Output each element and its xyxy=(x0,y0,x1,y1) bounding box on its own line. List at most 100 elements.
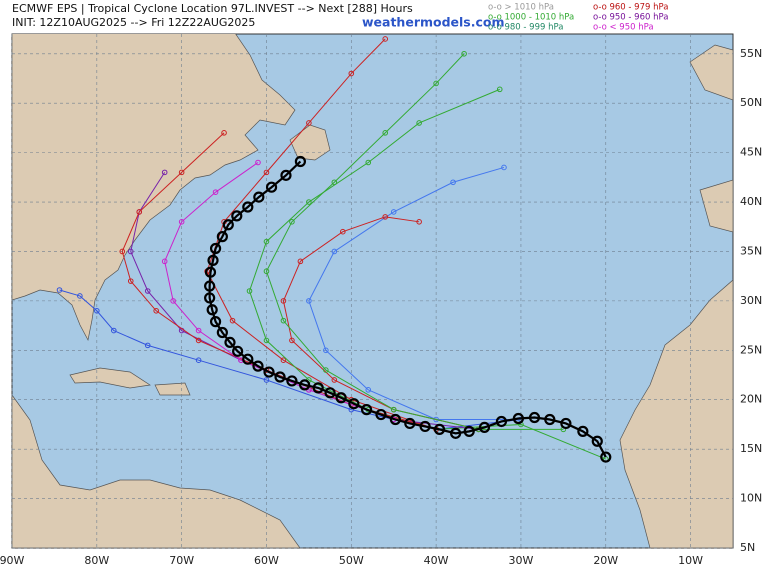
mean-point xyxy=(204,266,217,278)
x-tick-label: 10W xyxy=(678,554,703,567)
mean-point xyxy=(528,411,541,424)
mean-point xyxy=(419,420,431,433)
source-watermark: weathermodels.com xyxy=(362,15,505,30)
member-point xyxy=(433,80,439,87)
mean-point xyxy=(242,201,254,213)
member-point xyxy=(110,327,117,334)
member-point xyxy=(340,228,346,235)
member-point xyxy=(153,307,159,314)
y-tick-label: 15N xyxy=(740,442,762,455)
x-tick-label: 70W xyxy=(169,554,194,567)
x-tick-label: 60W xyxy=(254,554,279,567)
x-tick-label: 30W xyxy=(509,554,534,567)
mean-point xyxy=(206,304,218,316)
member-point xyxy=(348,70,355,77)
member-point xyxy=(161,169,168,176)
y-tick-label: 5N xyxy=(740,541,755,554)
member-point xyxy=(161,258,168,265)
y-tick-label: 25N xyxy=(740,343,762,356)
legend-entry: o-o 980 - 999 hPa xyxy=(488,23,563,33)
mean-point xyxy=(224,336,236,348)
member-point xyxy=(461,50,467,57)
tracks xyxy=(56,36,612,463)
mean-point xyxy=(560,417,572,430)
mean-point xyxy=(207,254,219,266)
mean-point xyxy=(312,382,324,394)
member-point xyxy=(263,238,270,245)
mean-point xyxy=(433,423,446,435)
member-point xyxy=(94,307,100,314)
member-point xyxy=(450,179,456,186)
member-point xyxy=(416,219,422,225)
mean-point xyxy=(600,451,612,463)
member-point xyxy=(365,159,372,166)
member-track xyxy=(248,88,606,460)
member-point xyxy=(306,298,312,304)
mean-point xyxy=(222,219,234,231)
x-tick-label: 90W xyxy=(0,554,25,567)
member-point xyxy=(323,367,329,373)
member-point xyxy=(382,36,389,42)
mean-point xyxy=(274,371,286,383)
member-point xyxy=(178,219,185,225)
member-point xyxy=(263,169,270,176)
member-point xyxy=(323,347,329,354)
member-point xyxy=(390,209,397,215)
mean-point xyxy=(209,316,222,328)
member-point xyxy=(382,130,389,136)
mean-point xyxy=(450,427,462,439)
member-track xyxy=(265,53,564,430)
mean-point xyxy=(512,412,524,425)
member-track xyxy=(308,166,521,420)
member-point xyxy=(195,337,202,344)
mean-point xyxy=(204,292,216,304)
y-tick-label: 10N xyxy=(740,492,762,505)
member-point xyxy=(297,258,304,265)
mean-point xyxy=(263,366,275,378)
mean-point xyxy=(204,280,216,292)
y-tick-label: 30N xyxy=(740,294,762,307)
x-tick-label: 80W xyxy=(84,554,109,567)
legend-entry: o-o < 950 hPa xyxy=(593,23,654,33)
x-tick-label: 20W xyxy=(593,554,618,567)
y-tick-label: 55N xyxy=(740,47,762,60)
mean-point xyxy=(294,155,306,168)
mean-point xyxy=(299,379,311,391)
mean-point xyxy=(404,417,416,430)
member-point xyxy=(56,287,63,293)
mean-point xyxy=(335,392,347,404)
member-point xyxy=(331,377,338,383)
legend-entry: o-o > 1010 hPa xyxy=(488,3,554,13)
mean-point xyxy=(463,425,475,437)
mean-point xyxy=(375,408,387,421)
y-tick-label: 40N xyxy=(740,195,762,208)
member-point xyxy=(212,189,219,195)
legend-entry: o-o 1000 - 1010 hPa xyxy=(488,13,574,23)
member-point xyxy=(280,298,287,304)
y-tick-label: 45N xyxy=(740,146,762,159)
title: ECMWF EPS | Tropical Cyclone Location 97… xyxy=(12,2,413,15)
mean-point xyxy=(216,326,228,339)
mean-point xyxy=(286,375,298,387)
member-point xyxy=(127,248,134,255)
member-point xyxy=(263,377,270,383)
member-point xyxy=(289,337,295,344)
member-point xyxy=(331,248,338,255)
member-point xyxy=(390,406,397,413)
member-point xyxy=(229,317,236,324)
member-point xyxy=(195,327,202,334)
member-point xyxy=(77,293,83,299)
member-point xyxy=(144,342,151,349)
mean-point xyxy=(348,398,360,410)
member-point xyxy=(496,86,503,93)
axis-labels: 90W 80W 70W 60W 50W 40W 30W 20W 10W 5N 10N 15N 20N 25… xyxy=(0,47,762,567)
member-point xyxy=(433,416,439,423)
y-tick-label: 50N xyxy=(740,96,762,109)
mean-point xyxy=(495,415,508,428)
member-point xyxy=(289,219,295,225)
x-tick-label: 50W xyxy=(339,554,364,567)
member-point xyxy=(263,268,270,275)
